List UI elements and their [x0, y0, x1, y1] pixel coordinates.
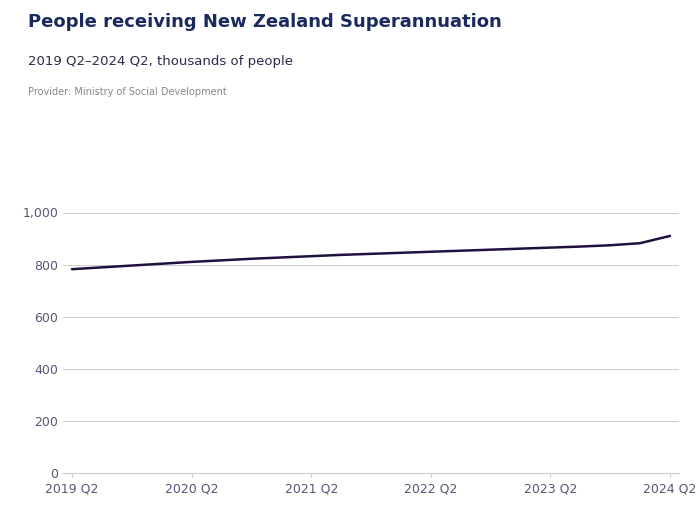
Text: People receiving New Zealand Superannuation: People receiving New Zealand Superannuat…	[28, 13, 502, 31]
Text: 2019 Q2–2024 Q2, thousands of people: 2019 Q2–2024 Q2, thousands of people	[28, 55, 293, 68]
Text: Provider: Ministry of Social Development: Provider: Ministry of Social Development	[28, 87, 227, 97]
Text: figure.nz: figure.nz	[581, 13, 658, 28]
